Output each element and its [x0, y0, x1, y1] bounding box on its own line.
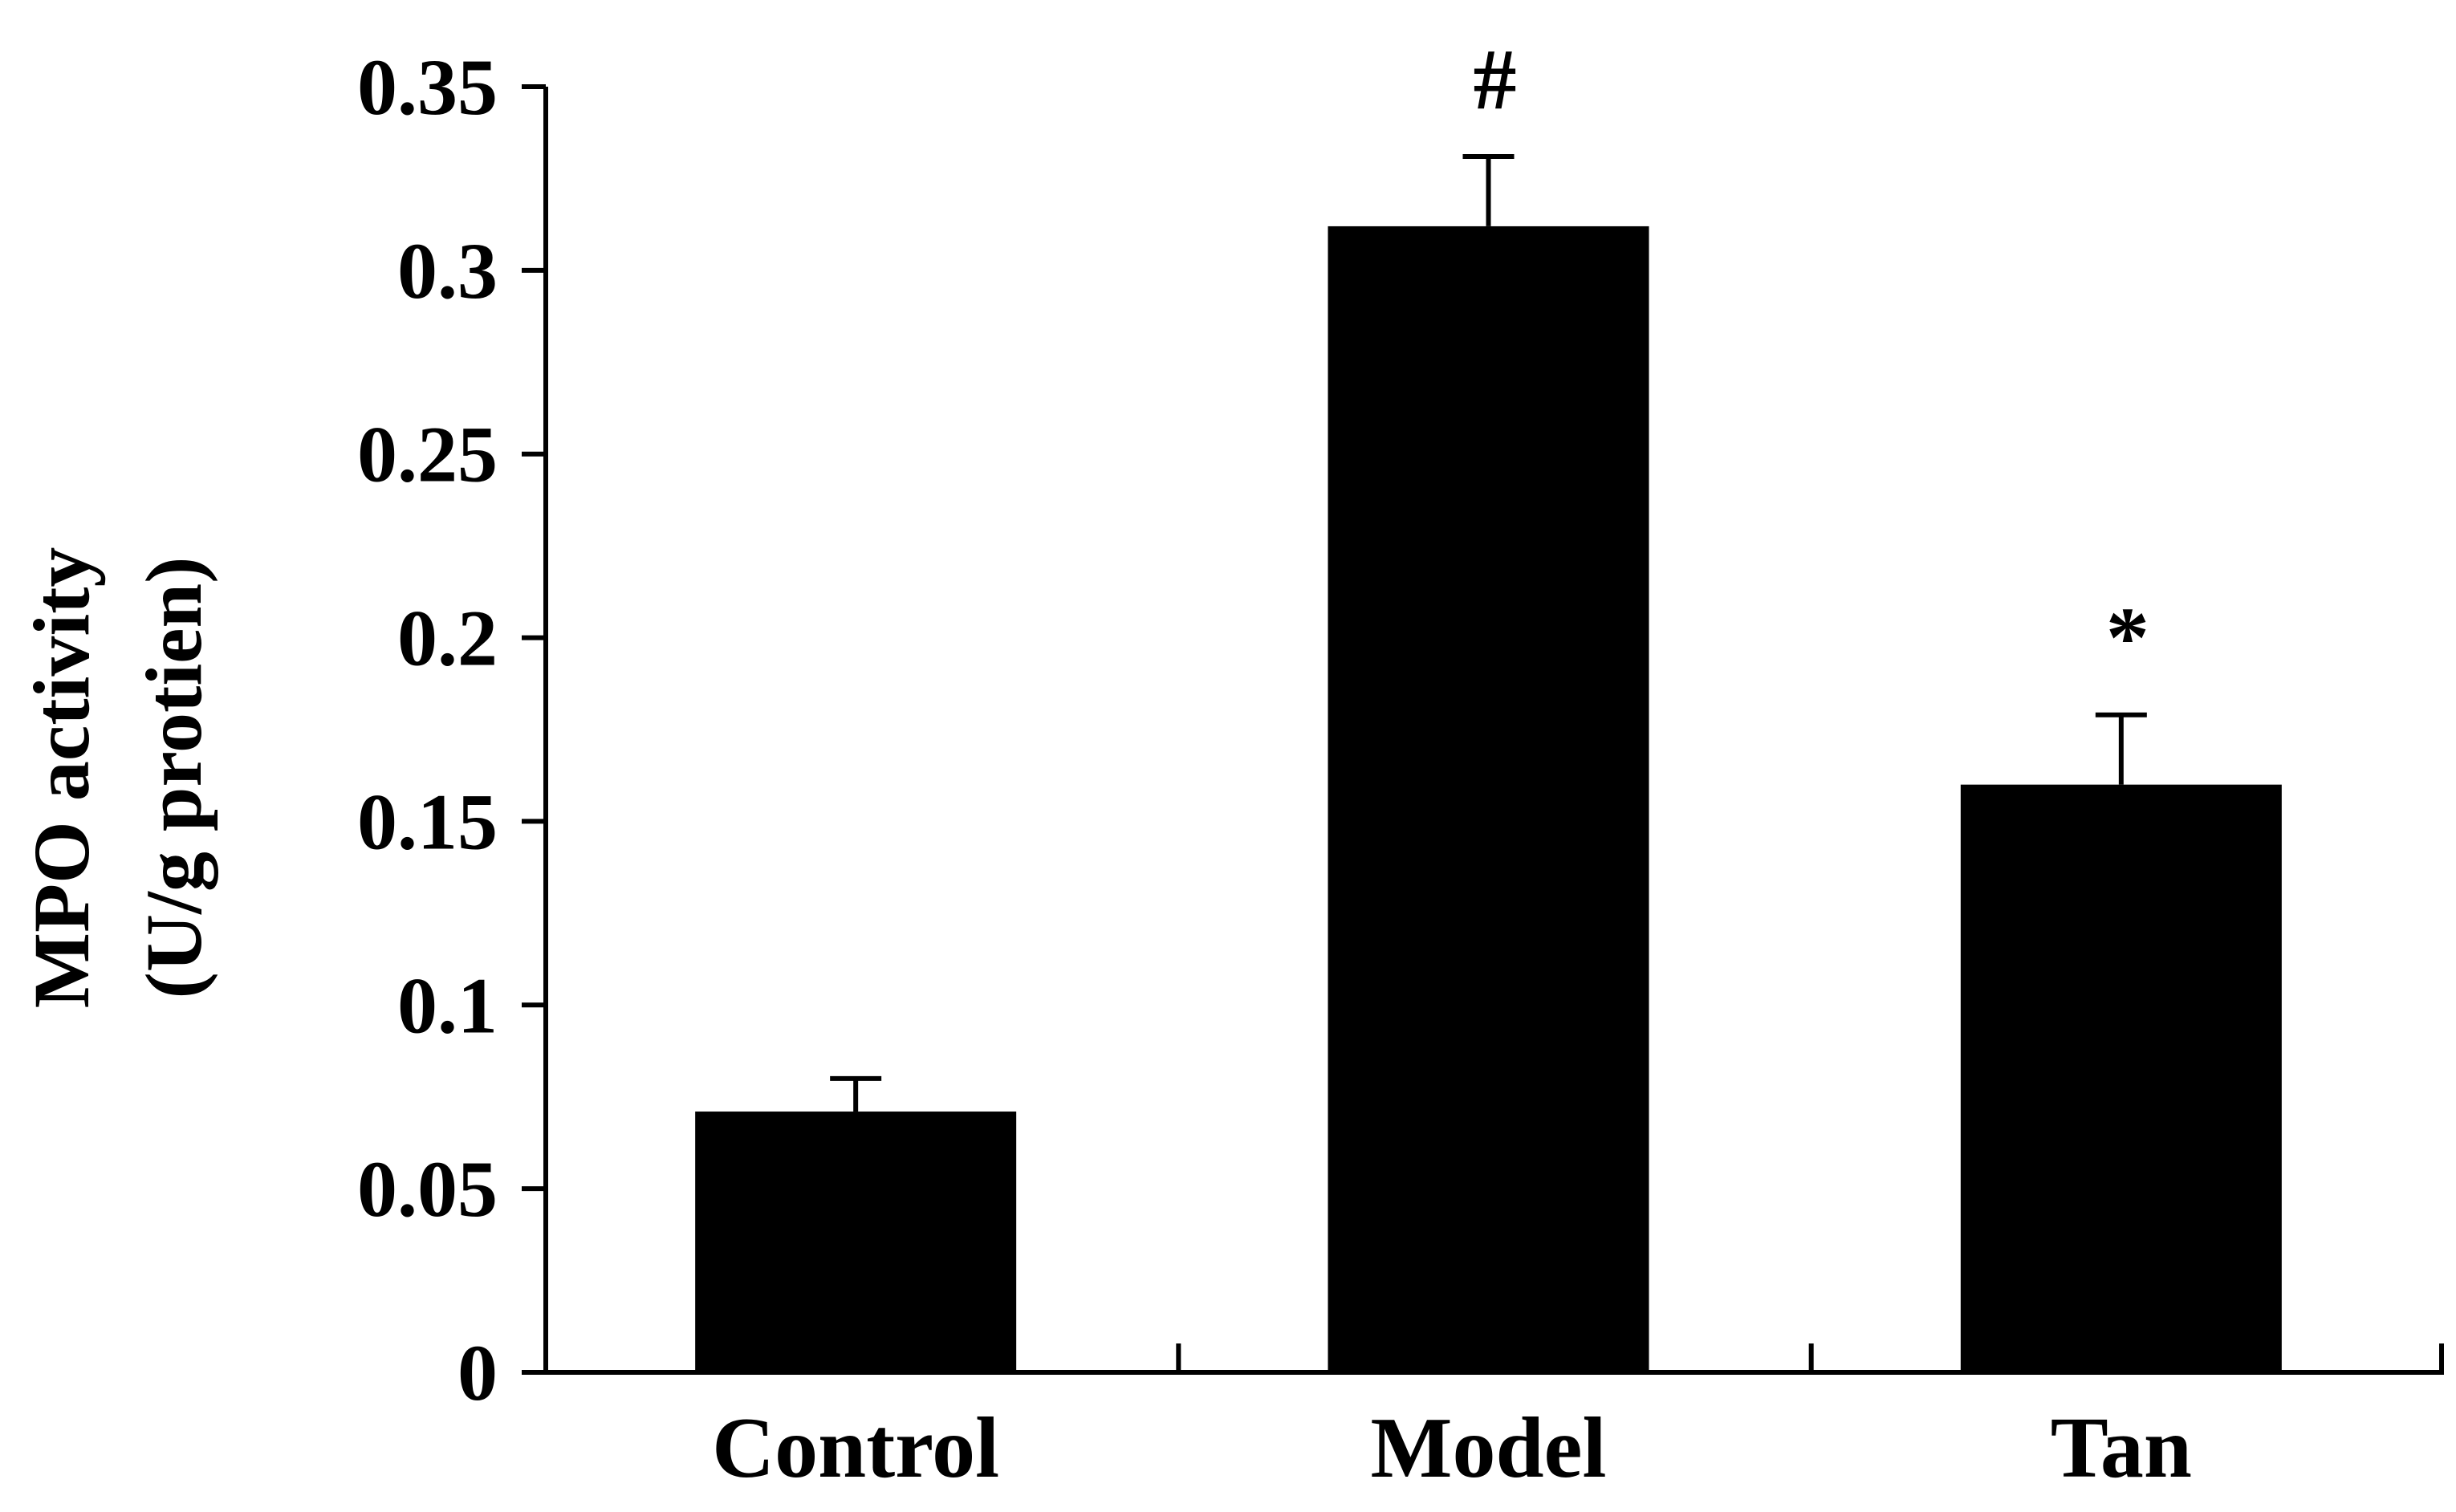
- chart-bars: [695, 226, 2282, 1373]
- y-axis-title-line: MPO activity: [17, 547, 106, 1009]
- y-axis-title: MPO activity (U/g protien): [17, 547, 218, 1009]
- y-tick-label: 0.15: [357, 777, 498, 866]
- y-tick-label: 0.2: [397, 594, 498, 683]
- significance-marker: #: [1474, 32, 1517, 128]
- y-tick-label: 0.35: [357, 43, 498, 132]
- y-tick-label: 0.3: [397, 226, 498, 315]
- x-axis-labels: Control Model Tan: [712, 1400, 2192, 1496]
- x-tick-label: Model: [1371, 1400, 1607, 1496]
- y-tick-label: 0.05: [357, 1144, 498, 1234]
- bar-control: [695, 1112, 1017, 1372]
- y-axis-ticks: 0 0.05 0.1 0.15 0.2 0.25 0.3 0.35: [357, 43, 546, 1417]
- y-tick-label: 0: [457, 1328, 498, 1417]
- y-axis-title-line: (U/g protien): [129, 557, 218, 999]
- y-tick-label: 0.25: [357, 410, 498, 499]
- bar-model: [1328, 226, 1649, 1373]
- x-tick-label: Tan: [2051, 1400, 2192, 1496]
- chart-annotations: #*: [1474, 32, 2149, 686]
- x-tick-label: Control: [712, 1400, 999, 1496]
- bar-tan: [1960, 784, 2282, 1372]
- significance-marker: *: [2106, 591, 2149, 686]
- y-tick-label: 0.1: [397, 961, 498, 1050]
- chart-error-bars: [830, 153, 2147, 1112]
